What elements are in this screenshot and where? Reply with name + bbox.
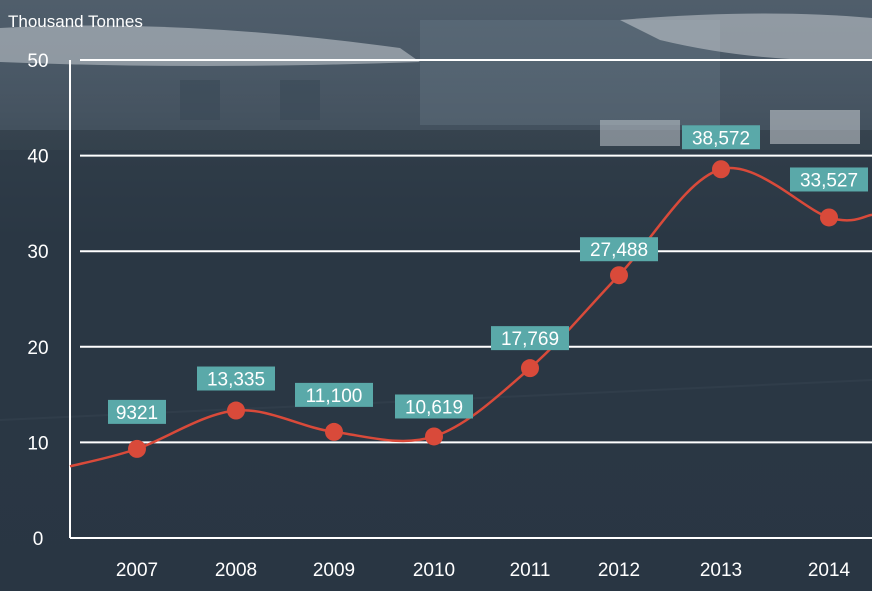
data-point [227,401,245,420]
data-point [521,359,539,378]
data-label: 10,619 [395,394,473,419]
data-label-text: 11,100 [306,386,363,407]
data-label-text: 9321 [116,403,158,424]
data-label-box [580,237,658,262]
series-line [69,166,872,468]
data-point [425,427,443,446]
data-point [712,160,730,179]
y-tick-label: 0 [33,529,44,550]
data-label-box [295,382,373,407]
x-tick-label: 2011 [510,560,551,581]
data-label-text: 27,488 [590,240,648,261]
data-label-box [491,326,569,351]
data-label: 38,572 [682,125,760,150]
y-tick-label: 20 [27,338,48,359]
data-label: 13,335 [197,366,275,391]
y-axis-unit-label: Thousand Tonnes [8,12,143,31]
data-label-text: 33,527 [800,170,858,191]
x-tick-label: 2009 [313,560,355,581]
data-point [610,266,628,285]
data-label-box [108,399,166,424]
x-tick-label: 2007 [116,560,158,581]
data-label-box [395,394,473,419]
data-point [820,208,838,227]
y-tick-label: 30 [27,242,48,263]
data-label-box [682,125,760,150]
data-label-box [790,167,868,192]
data-point [325,422,343,441]
data-label: 11,100 [295,382,373,407]
y-tick-label: 50 [27,51,48,72]
data-label-text: 17,769 [501,329,559,350]
data-point [128,439,146,458]
data-label: 33,527 [790,167,868,192]
data-label: 27,488 [580,237,658,262]
data-label: 9321 [108,399,166,424]
x-tick-label: 2013 [700,560,742,581]
x-tick-label: 2010 [413,560,455,581]
data-label-text: 38,572 [692,128,750,149]
y-tick-label: 10 [27,433,48,454]
data-label-text: 10,619 [405,397,463,418]
y-tick-label: 40 [27,147,48,168]
x-tick-label: 2012 [598,560,640,581]
x-tick-label: 2008 [215,560,257,581]
x-tick-label: 2014 [808,560,851,581]
data-label-text: 13,335 [207,370,265,391]
data-label-box [197,366,275,391]
data-label: 17,769 [491,326,569,351]
